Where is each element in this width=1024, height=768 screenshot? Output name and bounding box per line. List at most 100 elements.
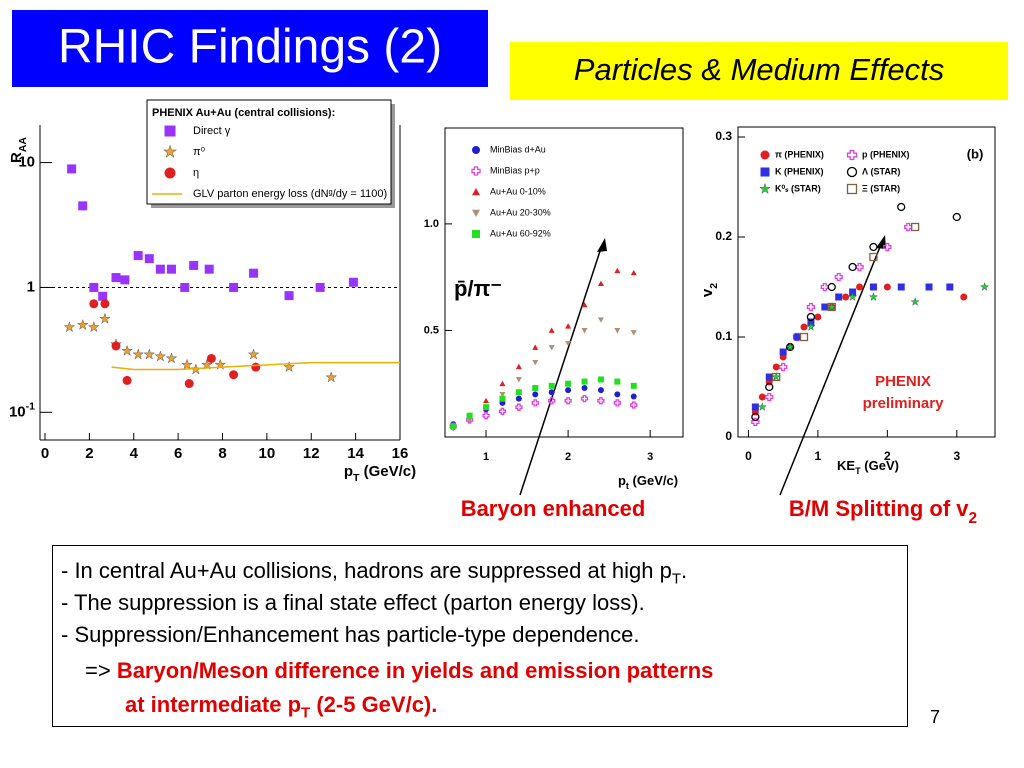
marker [515,363,522,370]
marker [206,353,216,363]
marker [548,397,556,405]
marker [63,321,76,333]
marker [100,299,110,309]
x-axis-label-part: (GeV) [861,458,899,473]
y-tick-label-part: 10 [9,403,26,420]
x-tick-label: 3 [953,449,960,463]
marker [772,363,780,371]
bullet-text: T [301,704,311,722]
bullet-text: (2-5 GeV/c). [310,692,438,717]
marker [614,378,621,385]
marker [630,393,637,400]
plot-frame [444,127,684,438]
legend-marker [760,150,770,160]
marker [806,302,816,312]
marker [869,252,878,262]
marker [751,403,759,411]
x-axis-label: KET (GeV) [837,458,899,476]
marker [597,387,604,394]
marker [834,272,843,282]
marker [111,341,121,351]
bullet-text: T [671,570,682,588]
marker [581,301,588,308]
marker [201,358,213,370]
y-axis-label-part: AA [17,137,29,153]
marker [597,376,604,383]
marker [827,302,836,312]
bullet-text: . [681,558,688,583]
annotation: Baryon enhanced [461,496,646,521]
marker [856,283,864,291]
x-axis-label-part: (GeV/c) [629,473,678,488]
marker [847,291,858,302]
bullet-line: - The suppression is a final state effec… [61,590,645,616]
marker [132,348,145,360]
marker [904,222,913,232]
subtitle-box [510,42,1008,100]
marker [581,378,588,385]
marker [532,360,539,366]
marker [765,382,774,392]
panel-label: (b) [967,146,984,161]
marker [806,321,816,332]
marker [348,277,358,287]
bullet-line: - In central Au+Au collisions, hadrons a… [61,558,687,587]
marker [184,379,194,389]
marker [820,282,829,292]
marker [597,317,604,323]
marker [143,348,156,360]
y-tick-label-part: -1 [26,400,35,412]
x-tick-label: 4 [130,445,139,462]
x-tick-label: 16 [392,445,409,462]
note: PHENIX [875,373,931,390]
marker [144,254,154,264]
x-tick-label: 14 [347,445,364,462]
y-tick-label: 0.2 [715,229,732,243]
marker [613,399,621,407]
marker [482,412,490,420]
legend-marker [846,183,858,195]
legend-label: π⁰ [193,146,206,158]
x-axis-label-part: (GeV/c) [359,463,416,480]
marker [315,282,325,292]
marker [499,380,506,387]
marker [910,222,920,232]
x-axis-label-part: T [353,472,360,484]
marker [883,283,891,291]
marker [868,291,879,302]
marker [515,377,522,383]
marker [532,384,539,391]
marker [531,399,539,407]
marker [483,397,490,404]
marker [869,242,878,252]
y-axis-label: v2 [699,283,720,297]
marker [499,395,506,402]
marker [758,393,766,401]
y-tick-label: 10-1 [9,400,35,420]
marker [848,262,857,272]
marker [793,333,801,341]
bullet-text: - Suppression/Enhancement has particle-t… [61,622,640,647]
marker [165,352,178,364]
marker [251,362,261,372]
slide-title: RHIC Findings (2) [58,21,442,74]
marker [946,283,954,291]
marker [532,344,539,350]
legend-marker [846,166,858,178]
marker [67,164,77,174]
y-tick-label: 0.3 [715,129,732,143]
marker [548,382,555,389]
legend-marker [164,125,176,137]
marker [532,391,539,398]
marker [548,345,555,351]
bullet-text: at intermediate p [125,692,302,717]
y-tick-label-part: 1.0 [424,218,439,230]
marker [960,293,968,301]
title-box [12,10,488,87]
x-tick-label: 2 [565,451,571,463]
marker [87,321,100,333]
marker [869,283,877,291]
y-tick-label: 10 [18,154,35,171]
